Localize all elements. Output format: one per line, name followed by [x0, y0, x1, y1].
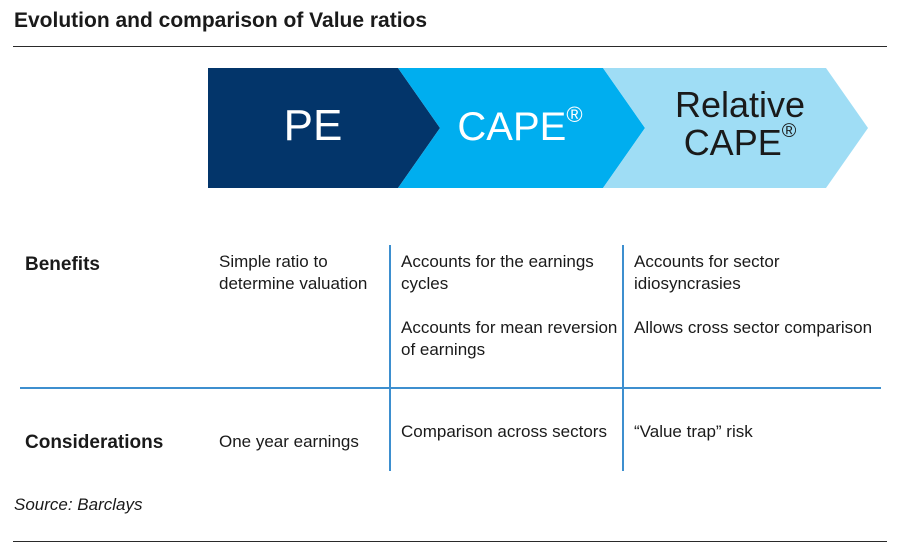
page-title: Evolution and comparison of Value ratios — [14, 9, 428, 32]
benefits-relative-cape-text-1: Accounts for sector idiosyncrasies — [634, 252, 780, 293]
considerations-pe-text-1: One year earnings — [219, 432, 359, 451]
relative-cape-arrow — [603, 68, 868, 188]
row-divider — [20, 387, 881, 389]
benefits-pe-text-1: Simple ratio to determine valuation — [219, 252, 368, 293]
cape-arrow-label: CAPE® — [440, 103, 600, 149]
considerations-cape-cell: Comparison across sectors — [401, 421, 619, 443]
row-heading-benefits: Benefits — [25, 254, 100, 275]
considerations-relative-cape-cell: “Value trap” risk — [634, 421, 874, 443]
relative-cape-label-line2: CAPE — [683, 121, 782, 163]
title-divider — [13, 46, 887, 47]
cape-label-text: CAPE — [457, 105, 567, 149]
column-divider-1 — [389, 245, 391, 471]
pe-arrow — [208, 68, 440, 188]
row-heading-considerations: Considerations — [25, 432, 164, 453]
considerations-relative-cape-text-1: “Value trap” risk — [634, 422, 753, 441]
relative-cape-arrow-label: Relative CAPE® — [645, 86, 835, 162]
considerations-pe-cell: One year earnings — [219, 431, 389, 453]
considerations-cape-text-1: Comparison across sectors — [401, 422, 607, 441]
pe-arrow-label: PE — [208, 101, 418, 150]
benefits-pe-cell: Simple ratio to determine valuation — [219, 251, 389, 295]
cape-registered-mark: ® — [566, 101, 583, 127]
benefits-cape-text-2: Accounts for mean reversion of earnings — [401, 318, 618, 359]
benefits-cape-cell: Accounts for the earnings cycles Account… — [401, 251, 619, 361]
benefits-cape-text-1: Accounts for the earnings cycles — [401, 252, 594, 293]
source-note: Source: Barclays — [14, 495, 143, 514]
bottom-divider — [13, 541, 887, 542]
benefits-relative-cape-cell: Accounts for sector idiosyncrasies Allow… — [634, 251, 874, 339]
benefits-relative-cape-text-2: Allows cross sector comparison — [634, 318, 873, 337]
cape-arrow — [398, 68, 645, 188]
pe-label-text: PE — [283, 101, 343, 150]
ratio-evolution-arrows — [208, 68, 868, 188]
column-divider-2 — [622, 245, 624, 471]
relative-cape-label-line1: Relative — [674, 84, 806, 125]
relative-cape-registered-mark: ® — [781, 119, 797, 142]
